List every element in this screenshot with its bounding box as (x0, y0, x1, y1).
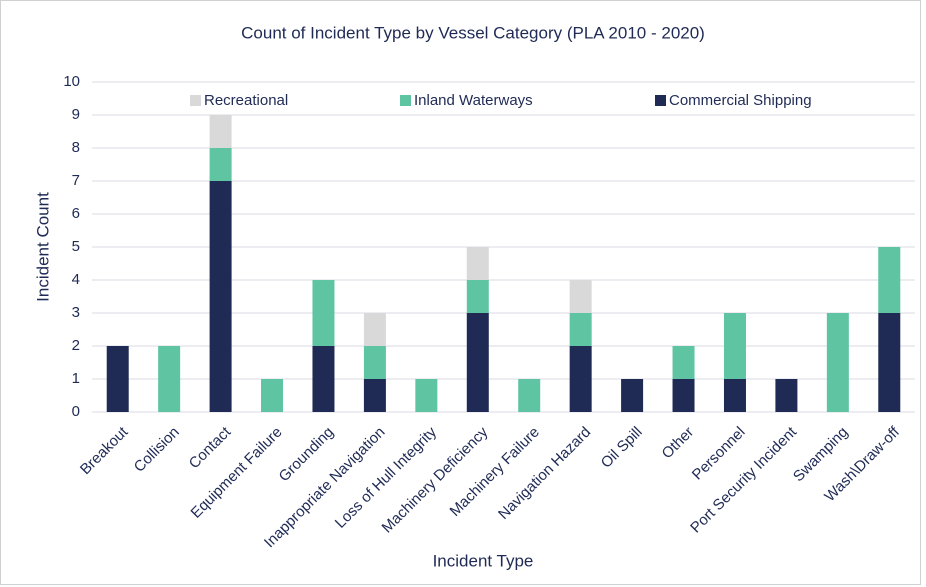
legend-label: Commercial Shipping (669, 92, 812, 109)
bar-segment (209, 115, 232, 148)
bar-segment (878, 247, 901, 313)
legend-swatch (655, 95, 666, 106)
bar-segment (312, 280, 335, 346)
bar-segment (466, 280, 489, 313)
y-tick-label: 7 (72, 172, 80, 189)
y-tick-label: 4 (72, 271, 80, 288)
bar-segment (466, 313, 489, 412)
bar-segment (775, 379, 798, 412)
bar-segment (672, 346, 695, 379)
bar-segment (363, 346, 386, 379)
y-tick-label: 6 (72, 205, 80, 222)
bar-segment (363, 313, 386, 346)
y-tick-label: 2 (72, 337, 80, 354)
bar-segment (723, 313, 746, 379)
y-tick-label: 5 (72, 238, 80, 255)
bar-segment (621, 379, 644, 412)
bar-segment (158, 346, 181, 412)
bar-segment (363, 379, 386, 412)
legend-swatch (400, 95, 411, 106)
bar-segment (569, 280, 592, 313)
bar-segment (878, 313, 901, 412)
bar-segment (569, 313, 592, 346)
bar-segment (209, 181, 232, 412)
bar-segment (312, 346, 335, 412)
y-tick-label: 9 (72, 106, 80, 123)
y-tick-label: 3 (72, 304, 80, 321)
y-tick-label: 1 (72, 370, 80, 387)
legend-swatch (190, 95, 201, 106)
x-axis-label: Incident Type (433, 551, 534, 570)
bar-segment (569, 346, 592, 412)
bar-segment (723, 379, 746, 412)
bar-segment (261, 379, 284, 412)
bar-segment (672, 379, 695, 412)
y-tick-label: 8 (72, 139, 80, 156)
bar-segment (106, 346, 129, 412)
chart-title: Count of Incident Type by Vessel Categor… (241, 23, 705, 42)
y-axis-label: Incident Count (33, 192, 52, 302)
y-tick-label: 0 (72, 403, 80, 420)
bar-segment (466, 247, 489, 280)
bar-segment (415, 379, 438, 412)
bar-segment (209, 148, 232, 181)
bar-segment (518, 379, 541, 412)
bar-segment (826, 313, 849, 412)
y-tick-label: 10 (63, 73, 80, 90)
legend-label: Inland Waterways (414, 92, 533, 109)
legend-label: Recreational (204, 92, 288, 109)
